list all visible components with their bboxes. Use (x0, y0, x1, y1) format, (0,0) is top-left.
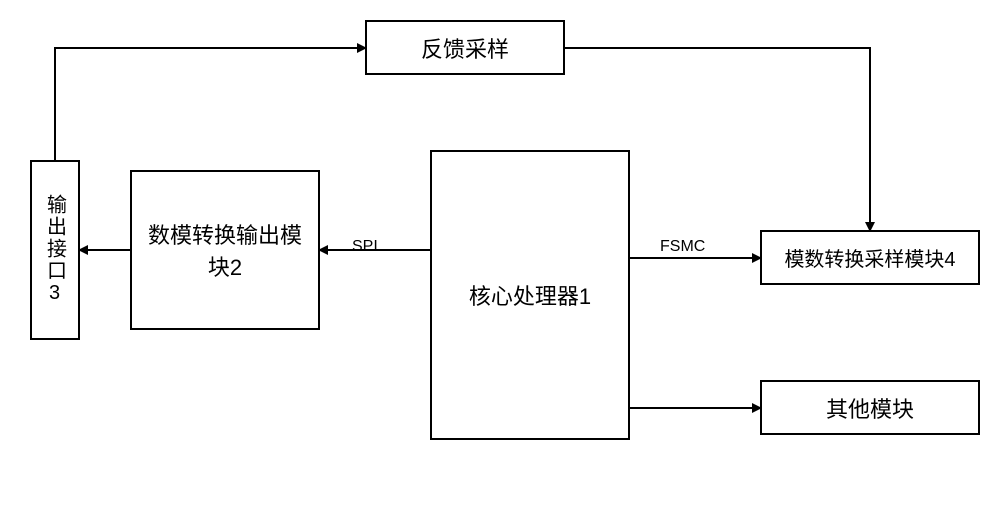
box-label: 输出接口3 (41, 194, 70, 306)
box-core-processor: 核心处理器1 (430, 150, 630, 440)
edge-label-spi: SPI (352, 238, 378, 256)
box-label: 其他模块 (826, 392, 914, 424)
edge-label-text: FSMC (660, 238, 705, 255)
diagram-canvas: 反馈采样 输出接口3 数模转换输出模块2 核心处理器1 模数转换采样模块4 其他… (0, 0, 1000, 518)
edge-label-text: SPI (352, 238, 378, 255)
box-output-interface: 输出接口3 (30, 160, 80, 340)
edge-label-fsmc: FSMC (660, 238, 705, 256)
box-feedback-sampling: 反馈采样 (365, 20, 565, 75)
box-other-modules: 其他模块 (760, 380, 980, 435)
connector-arrow (55, 48, 365, 160)
box-label: 模数转换采样模块4 (784, 243, 955, 272)
box-label: 核心处理器1 (469, 279, 591, 311)
box-dac-module: 数模转换输出模块2 (130, 170, 320, 330)
box-label: 反馈采样 (421, 32, 509, 64)
box-label: 数模转换输出模块2 (144, 218, 306, 282)
box-adc-module: 模数转换采样模块4 (760, 230, 980, 285)
